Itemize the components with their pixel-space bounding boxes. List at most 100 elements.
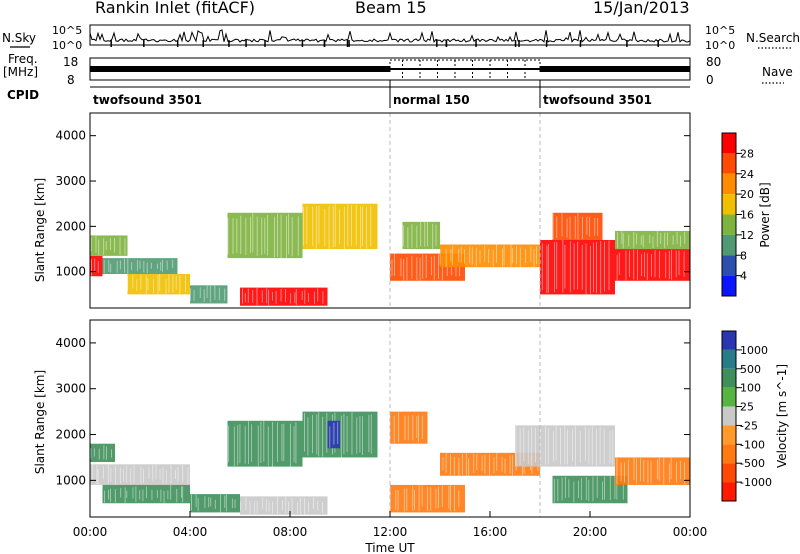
heatmap-cell [190, 285, 228, 304]
cpid-segment-label: twofsound 3501 [93, 93, 202, 107]
velocity-colorbar-blocks: 1000 500 100 25 -25 -100 -500 -1000 [722, 331, 772, 501]
power-colorbar-block [722, 173, 736, 195]
heatmap-cell [90, 443, 115, 463]
velocity-colorbar-tick-label: 1000 [740, 344, 768, 357]
nsearch-tick-bottom: 10^0 [705, 39, 735, 52]
heatmap-cell [615, 457, 690, 485]
power-colorbar-block [722, 255, 736, 276]
velocity-colorbar-tick-label: 25 [740, 401, 754, 414]
velocity-colorbar: 1000 500 100 25 -25 -100 -500 -1000 Velocity [m… [721, 330, 789, 502]
power-colorbar-block [722, 153, 736, 174]
power-ylabel: Slant Range [km] [33, 178, 47, 282]
heatmap-cell [402, 221, 440, 250]
nsky-panel: N.Sky N.Search 10^5 10^0 10^5 10^0 [2, 24, 800, 52]
power-axis: 1000 2000 3000 4000 [55, 113, 690, 308]
heatmap-cell [552, 212, 603, 240]
nsky-trace [89, 29, 691, 47]
heatmap-cell [90, 255, 103, 277]
freq-tick-top: 18 [63, 55, 78, 69]
power-colorbar-tick-label: 20 [740, 188, 754, 201]
nsky-label: N.Sky [2, 31, 36, 45]
velocity-colorbar-block [722, 444, 736, 464]
cpid-row: CPID twofsound 3501 normal 150 twofsound 3… [7, 80, 690, 108]
nave-trace [389, 59, 541, 72]
freq-tick-bottom: 8 [67, 73, 75, 87]
velocity-colorbar-tick-label: -500 [740, 457, 765, 470]
x-tick-label: 04:00 [173, 525, 208, 539]
power-colorbar: 28 24 20 16 12 8 4 Power [dB] [721, 132, 772, 297]
beam-title: Beam 15 [355, 0, 427, 17]
power-colorbar-block [722, 133, 736, 154]
power-colorbar-frame [721, 132, 737, 297]
x-tick-label: 00:00 [73, 525, 108, 539]
y-tick-label: 4000 [55, 129, 86, 143]
heatmap-cell [390, 411, 428, 444]
heatmap-cell [90, 464, 190, 485]
y-tick-label: 2000 [55, 428, 86, 442]
heatmap-cell [227, 420, 303, 467]
nave-tick-top: 80 [706, 55, 721, 69]
velocity-colorbar-block [722, 425, 736, 445]
nsky-tick-top: 10^5 [52, 24, 82, 37]
heatmap-cell [90, 235, 128, 256]
freq-band [90, 66, 390, 72]
velocity-colorbar-tick-label: -1000 [740, 476, 772, 489]
velocity-colorbar-block [722, 349, 736, 369]
x-tick-label: 12:00 [373, 525, 408, 539]
nsky-tick-bottom: 10^0 [52, 39, 82, 52]
power-colorbar-block [722, 275, 736, 296]
heatmap-cell [615, 249, 690, 281]
x-tick-label: 00:00 [673, 525, 708, 539]
power-heatmap [90, 203, 690, 306]
y-tick-label: 4000 [55, 336, 86, 350]
power-colorbar-block [722, 214, 736, 235]
y-tick-label: 3000 [55, 382, 86, 396]
velocity-colorbar-block [722, 406, 736, 426]
velocity-colorbar-block [722, 331, 736, 350]
y-tick-label: 2000 [55, 219, 86, 233]
power-colorbar-title: Power [dB] [758, 182, 772, 247]
power-frame [89, 112, 691, 309]
power-colorbar-tick-label: 8 [740, 249, 747, 262]
velocity-colorbar-block [722, 368, 736, 388]
power-colorbar-tick-label: 16 [740, 209, 754, 222]
freq-band-normal [390, 68, 540, 70]
power-colorbar-blocks: 28 24 20 16 12 8 4 [722, 133, 754, 296]
velocity-colorbar-block [722, 463, 736, 483]
x-tick-label: 08:00 [273, 525, 308, 539]
power-colorbar-tick-label: 4 [740, 270, 747, 283]
velocity-colorbar-frame [721, 330, 737, 502]
cpid-label: CPID [7, 88, 39, 102]
velocity-colorbar-block [722, 387, 736, 407]
velocity-axis: 1000 2000 3000 4000 [55, 320, 690, 517]
x-tick-label: 16:00 [473, 525, 508, 539]
freq-band [540, 66, 690, 72]
heatmap-cell [240, 496, 328, 515]
nave-tick-bottom: 0 [706, 73, 714, 87]
heatmap-cell [440, 244, 540, 268]
nave-label: Nave [762, 65, 793, 79]
power-colorbar-block [722, 194, 736, 215]
time-axis-ticks: 00:00 04:00 08:00 12:00 16:00 20:00 00:00 [73, 511, 708, 539]
y-tick-label: 1000 [55, 473, 86, 487]
velocity-colorbar-tick-label: 500 [740, 363, 761, 376]
freq-trace [90, 59, 690, 80]
freq-unit: [MHz] [3, 65, 38, 79]
power-panel: Slant Range [km] 1000 2000 3000 4000 [33, 112, 691, 309]
y-tick-label: 3000 [55, 174, 86, 188]
velocity-colorbar-tick-label: 100 [740, 382, 761, 395]
nsearch-tick-top: 10^5 [705, 24, 735, 37]
date-title: 15/Jan/2013 [593, 0, 690, 17]
power-colorbar-tick-label: 28 [740, 147, 754, 160]
velocity-heatmap [90, 411, 690, 515]
station-title: Rankin Inlet (fitACF) [95, 0, 255, 17]
power-colorbar-tick-label: 12 [740, 229, 754, 242]
cpid-segment-label: twofsound 3501 [543, 93, 652, 107]
nsky-line [89, 29, 691, 44]
heatmap-cell [127, 273, 190, 295]
velocity-colorbar-tick-label: -25 [740, 419, 758, 432]
heatmap-cell [615, 230, 690, 250]
